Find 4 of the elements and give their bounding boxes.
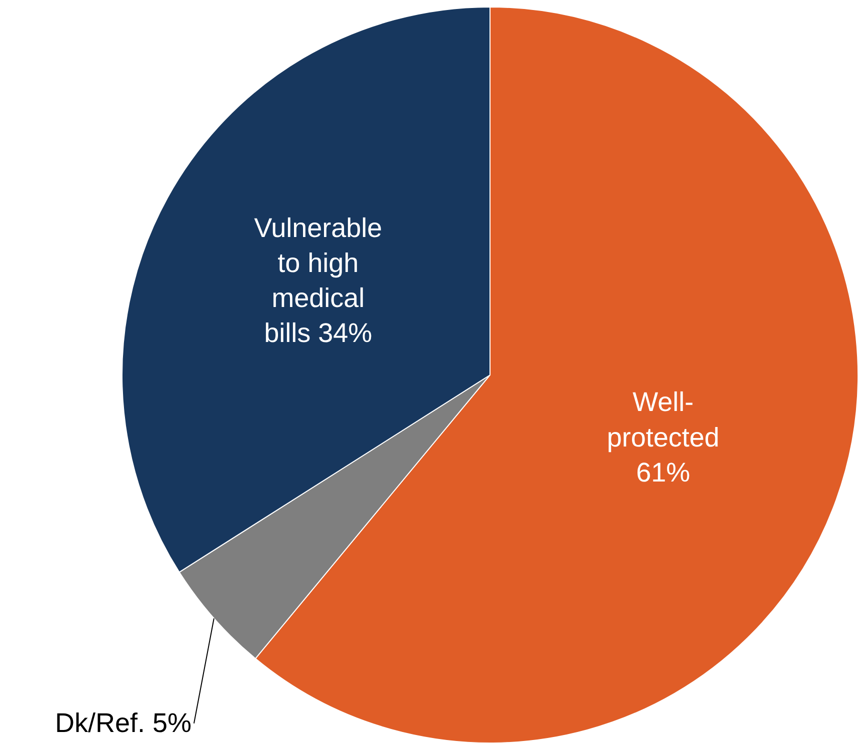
data-label: 61% [636,457,690,488]
slice-label: Vulnerable to high medical bills 34% [254,212,382,348]
slice-label: Dk/Ref. 5% [55,708,192,738]
slice-label: Well- protected [606,387,720,452]
